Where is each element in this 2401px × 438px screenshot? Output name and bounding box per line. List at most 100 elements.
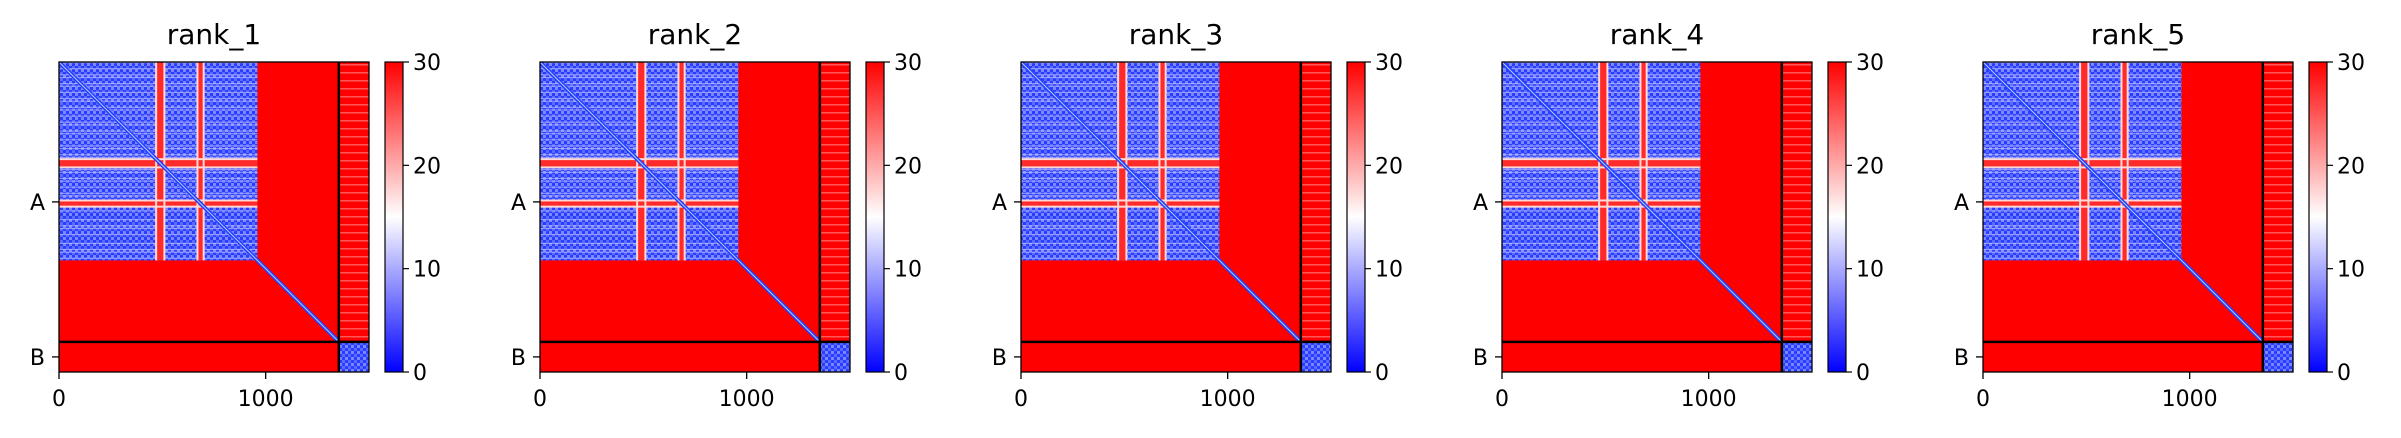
x-tick-label: 1000 <box>1681 387 1737 412</box>
y-tick-label: A <box>511 191 526 216</box>
band-edge <box>1606 62 1609 261</box>
band-edge <box>1158 62 1161 261</box>
colorbar-tick-label: 20 <box>1375 154 1403 179</box>
band-vertical <box>678 62 685 261</box>
x-tick-label: 0 <box>533 387 547 412</box>
band-edge <box>683 62 686 261</box>
diagonal-highlight <box>540 62 850 372</box>
colorbar <box>866 62 884 372</box>
chain-b-block <box>338 341 369 372</box>
band-edge <box>59 205 258 208</box>
ab-region <box>1781 62 1812 342</box>
y-tick-label: B <box>511 346 526 371</box>
colorbar-tick-label: 10 <box>2337 258 2365 283</box>
colorbar-frame <box>1827 61 1847 373</box>
heatmap-frame <box>58 61 370 373</box>
colorbar-tick-label: 30 <box>2337 51 2365 76</box>
heatmap-rank_2 <box>540 62 850 372</box>
colorbar-tick-label: 0 <box>1375 361 1389 386</box>
band-edge <box>540 199 739 202</box>
colorbar-frame <box>1346 61 1366 373</box>
chain-b-block <box>1300 341 1331 372</box>
band-edge <box>59 199 258 202</box>
y-tick-label: A <box>992 191 1007 216</box>
colorbar-tick-label: 10 <box>1856 258 1884 283</box>
colorbar-frame <box>865 61 885 373</box>
band-edge <box>1502 166 1701 169</box>
x-tick-label: 1000 <box>2162 387 2218 412</box>
colorbar <box>1347 62 1365 372</box>
colorbar-tick-label: 20 <box>413 154 441 179</box>
band-horizontal <box>1021 200 1220 207</box>
heatmap-rank_5 <box>1983 62 2293 372</box>
band-edge <box>1021 205 1220 208</box>
band-vertical <box>2121 62 2128 261</box>
y-tick-label: B <box>30 346 45 371</box>
colorbar-tick-label: 10 <box>413 258 441 283</box>
band-vertical <box>1640 62 1647 261</box>
colorbar-tick-label: 0 <box>894 361 908 386</box>
diagonal-highlight <box>1983 62 2293 372</box>
x-tick-label: 0 <box>1495 387 1509 412</box>
x-tick-label: 0 <box>52 387 66 412</box>
colorbar-tick-label: 20 <box>2337 154 2365 179</box>
band-edge <box>1502 199 1701 202</box>
chain-b-block <box>2262 341 2293 372</box>
band-edge <box>2087 62 2090 261</box>
panel-title: rank_5 <box>2091 18 2185 51</box>
band-edge <box>1125 62 1128 261</box>
band-horizontal <box>1983 200 2182 207</box>
panel-title: rank_4 <box>1610 18 1704 51</box>
band-edge <box>2126 62 2129 261</box>
band-vertical <box>197 62 204 261</box>
band-edge <box>1983 199 2182 202</box>
y-tick-label: B <box>992 346 1007 371</box>
chain-b-block <box>1781 341 1812 372</box>
colorbar-frame <box>384 61 404 373</box>
colorbar-tick-label: 10 <box>1375 258 1403 283</box>
chain-b-block <box>819 341 850 372</box>
colorbar-tick-label: 30 <box>1856 51 1884 76</box>
band-horizontal <box>59 200 258 207</box>
band-edge <box>1639 62 1642 261</box>
heatmap-frame <box>1982 61 2294 373</box>
ab-region <box>1300 62 1331 342</box>
heatmap-frame <box>539 61 851 373</box>
panel-title: rank_3 <box>1129 18 1223 51</box>
ab-region <box>2262 62 2293 342</box>
colorbar-tick-label: 0 <box>1856 361 1870 386</box>
band-edge <box>2120 62 2123 261</box>
colorbar <box>385 62 403 372</box>
x-tick-label: 0 <box>1976 387 1990 412</box>
colorbar-tick-label: 20 <box>1856 154 1884 179</box>
colorbar <box>2309 62 2327 372</box>
band-edge <box>540 205 739 208</box>
band-edge <box>1645 62 1648 261</box>
heatmap-rank_4 <box>1502 62 1812 372</box>
heatmap-frame <box>1501 61 1813 373</box>
band-edge <box>1164 62 1167 261</box>
band-edge <box>677 62 680 261</box>
y-tick-label: B <box>1954 346 1969 371</box>
band-edge <box>1021 199 1220 202</box>
colorbar-tick-label: 10 <box>894 258 922 283</box>
colorbar-tick-label: 30 <box>413 51 441 76</box>
panel-title: rank_2 <box>648 18 742 51</box>
band-edge <box>644 62 647 261</box>
x-tick-label: 1000 <box>1200 387 1256 412</box>
y-tick-label: A <box>1954 191 1969 216</box>
band-edge <box>1502 205 1701 208</box>
colorbar <box>1828 62 1846 372</box>
band-edge <box>1983 205 2182 208</box>
band-horizontal <box>1502 200 1701 207</box>
band-edge <box>1021 166 1220 169</box>
x-tick-label: 1000 <box>238 387 294 412</box>
panel-title: rank_1 <box>167 18 261 51</box>
heatmap-rank_1 <box>59 62 369 372</box>
band-edge <box>1983 166 2182 169</box>
band-horizontal <box>540 200 739 207</box>
